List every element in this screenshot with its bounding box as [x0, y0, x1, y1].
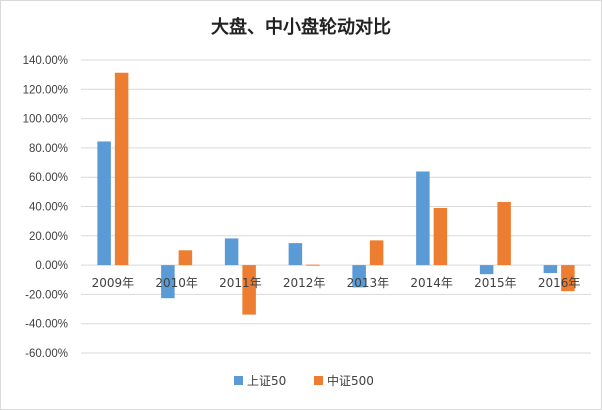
bar-zz500 — [497, 201, 511, 266]
y-tick-label: 80.00% — [29, 143, 68, 155]
bar-zz500 — [561, 265, 575, 292]
bar-zz500 — [433, 207, 448, 266]
x-tick-label: 2016年 — [538, 276, 581, 290]
bar-zz500 — [114, 72, 129, 266]
bar-sz50 — [97, 141, 111, 266]
x-tick-label: 2015年 — [474, 276, 517, 290]
bar-sz50 — [352, 265, 366, 288]
x-tick-label: 2011年 — [219, 276, 262, 290]
legend: 上证50 中证500 — [234, 373, 374, 388]
x-tick-label: 2012年 — [283, 276, 326, 290]
y-tick-label: -60.00% — [25, 348, 68, 360]
x-tick-label: 2010年 — [155, 276, 198, 290]
x-axis: 2009年 2010年 2011年 2012年 2013年 2014年 2015年 2016年 — [92, 276, 581, 290]
bars — [97, 72, 575, 315]
bar-sz50 — [224, 238, 239, 266]
legend-swatch — [314, 376, 323, 385]
bar-zz500 — [306, 264, 320, 266]
y-tick-label: -20.00% — [25, 289, 68, 301]
legend-item: 中证500 — [314, 373, 374, 388]
y-tick-label: -40.00% — [25, 319, 68, 331]
bar-zz500 — [242, 265, 256, 315]
legend-label: 中证500 — [327, 373, 374, 388]
bar-zz500 — [369, 240, 384, 266]
legend-item: 上证50 — [234, 374, 286, 388]
x-tick-label: 2014年 — [410, 276, 453, 290]
bar-zz500 — [178, 250, 193, 266]
y-tick-label: 0.00% — [35, 260, 68, 272]
grid — [81, 59, 591, 354]
y-tick-label: 20.00% — [29, 231, 68, 243]
bar-sz50 — [161, 265, 175, 299]
y-tick-label: 40.00% — [29, 202, 68, 214]
legend-label: 上证50 — [247, 374, 286, 388]
bar-sz50 — [288, 243, 303, 266]
y-tick-label: 140.00% — [23, 55, 68, 67]
chart-title: 大盘、中小盘轮动对比 — [211, 16, 391, 38]
y-tick-label: 60.00% — [29, 172, 68, 184]
y-tick-label: 120.00% — [23, 84, 68, 96]
y-axis: -60.00% -40.00% -20.00% 0.00% 20.00% 40.00% 60… — [23, 55, 68, 360]
x-tick-label: 2009年 — [92, 276, 135, 290]
bar-sz50 — [416, 171, 430, 266]
legend-swatch — [234, 376, 243, 385]
bar-sz50 — [543, 265, 558, 274]
y-tick-label: 100.00% — [23, 114, 68, 126]
x-tick-label: 2013年 — [347, 276, 390, 290]
bar-sz50 — [479, 265, 494, 275]
